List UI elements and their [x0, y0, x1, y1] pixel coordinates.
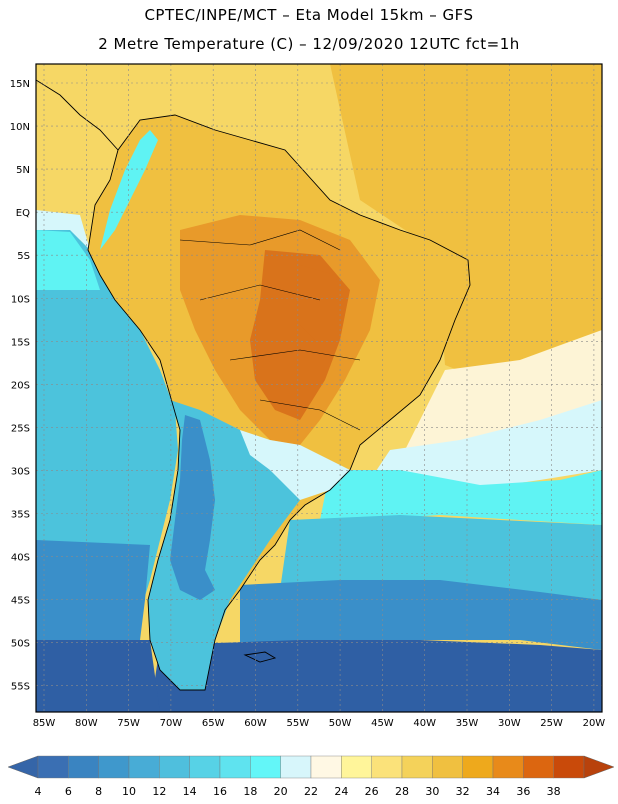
country-borders — [179, 229, 361, 431]
lat-label: 15S — [11, 337, 30, 348]
chart-subtitle: 2 Metre Temperature (C) – 12/09/2020 12U… — [98, 35, 520, 53]
colorbar-bin — [280, 755, 312, 779]
lon-label: 75W — [117, 718, 140, 729]
colorbar-bin — [98, 755, 130, 779]
lat-label: 30S — [11, 466, 30, 477]
lat-label: 50S — [11, 639, 30, 650]
colorbar-bin — [37, 755, 69, 779]
colorbar-label: 16 — [213, 785, 227, 798]
andes-cold-zone — [170, 415, 215, 600]
colorbar-bin — [189, 755, 221, 779]
lon-label: 20W — [583, 718, 606, 729]
colorbar-bin — [341, 755, 372, 779]
longitude-labels: 85W 80W 75W 70W 65W 60W 55W 50W 45W 40W 35W 30W 25W 2… — [33, 718, 606, 729]
colorbar-label: 24 — [334, 785, 348, 798]
south-coast-pale-zone — [240, 430, 350, 500]
lat-label: 15N — [10, 79, 30, 90]
colorbar-label: 4 — [35, 785, 42, 798]
colorbar-label: 34 — [486, 785, 500, 798]
colorbar-label: 36 — [516, 785, 530, 798]
colorbar-bin — [401, 755, 433, 779]
lon-label: 25W — [540, 718, 563, 729]
colorbar-bin — [219, 755, 251, 779]
lat-label: 45S — [11, 596, 30, 607]
lon-label: 35W — [456, 718, 479, 729]
colorbar-bin — [128, 755, 160, 779]
colorbar-bin — [553, 755, 585, 779]
colorbar-bin — [250, 755, 281, 779]
lon-label: 45W — [371, 718, 394, 729]
atlantic-mid-blue-zone — [240, 580, 602, 650]
pacific-deep-blue-zone — [36, 640, 160, 712]
colorbar-bin — [492, 755, 524, 779]
atlantic-deep-blue-zone — [150, 640, 602, 712]
lat-label: EQ — [16, 208, 30, 219]
lat-label: 35S — [11, 510, 30, 521]
colorbar-label: 38 — [547, 785, 561, 798]
pacific-mid-blue-zone — [36, 540, 150, 640]
colorbar-label: 12 — [152, 785, 166, 798]
lon-label: 55W — [286, 718, 309, 729]
colorbar-bin — [432, 755, 463, 779]
pacific-cyan-zone — [36, 230, 100, 290]
colorbar-bin — [523, 755, 554, 779]
colorbar-label: 20 — [274, 785, 288, 798]
lat-label: 10S — [11, 294, 30, 305]
graticule — [36, 64, 602, 712]
latitude-labels: 15N 10N 5N EQ 5S 10S 15S 20S 25S 30S 35S 40S 45S 50S 5… — [10, 79, 30, 693]
central-america-coast — [35, 79, 119, 151]
andes-north-cool-zone — [100, 130, 158, 250]
lon-label: 80W — [75, 718, 98, 729]
lat-label: 20S — [11, 380, 30, 391]
colorbar-label: 28 — [395, 785, 409, 798]
map-frame — [35, 63, 603, 713]
colorbar-label: 10 — [122, 785, 136, 798]
continent-outline — [87, 114, 471, 691]
lat-label: 25S — [11, 423, 30, 434]
lat-label: 40S — [11, 553, 30, 564]
colorbar-bin — [159, 755, 190, 779]
lon-label: 50W — [329, 718, 352, 729]
colorbar-label: 26 — [365, 785, 379, 798]
atlantic-light-blue-zone — [280, 515, 602, 600]
lat-label: 10N — [10, 122, 30, 133]
lon-label: 40W — [413, 718, 436, 729]
lat-label: 55S — [11, 682, 30, 693]
colorbar-label: 18 — [243, 785, 257, 798]
lon-label: 60W — [244, 718, 267, 729]
lon-label: 65W — [202, 718, 225, 729]
atlantic-pale-cyan-zone — [370, 400, 602, 490]
colorbar-label: 32 — [456, 785, 470, 798]
colorbar-bin — [68, 755, 99, 779]
colorbar-label: 6 — [65, 785, 72, 798]
colorbar-label: 8 — [95, 785, 102, 798]
lat-label: 5S — [17, 251, 30, 262]
colorbar-label: 22 — [304, 785, 318, 798]
colorbar-left-arrow — [7, 755, 39, 779]
atlantic-cyan-zone — [320, 470, 602, 525]
pacific-light-blue-zone — [36, 230, 178, 612]
colorbar-bin — [462, 755, 494, 779]
coastlines — [35, 79, 471, 691]
atlantic-yellow-zone — [330, 64, 602, 375]
colorbar-label: 14 — [183, 785, 197, 798]
lon-label: 85W — [33, 718, 56, 729]
lon-label: 30W — [498, 718, 521, 729]
colorbar-bin — [371, 755, 403, 779]
falklands-outline — [243, 651, 277, 663]
colorbar-right-arrow — [583, 755, 615, 779]
interior-hottest-zone — [295, 265, 342, 340]
colorbar: 4 6 8 10 12 14 16 18 20 22 24 26 28 30 32 34 36 38 — [7, 755, 615, 798]
chart-title: CPTEC/INPE/MCT – Eta Model 15km – GFS — [144, 6, 474, 24]
lat-label: 5N — [16, 165, 30, 176]
colorbar-bin — [310, 755, 342, 779]
temperature-field — [36, 64, 602, 712]
colorbar-label: 30 — [425, 785, 439, 798]
lon-label: 70W — [160, 718, 183, 729]
